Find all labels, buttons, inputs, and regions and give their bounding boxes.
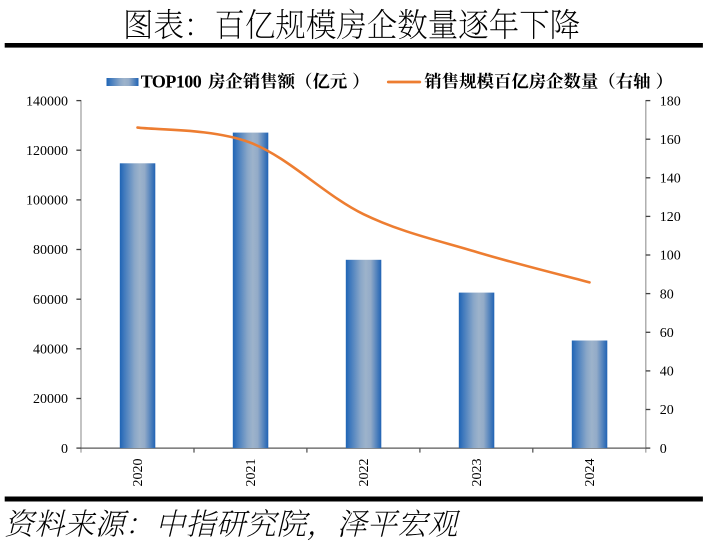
svg-text:2020: 2020 [131, 459, 146, 487]
svg-text:2024: 2024 [583, 459, 598, 487]
svg-text:60: 60 [660, 326, 674, 341]
svg-text:40000: 40000 [33, 343, 68, 358]
svg-text:0: 0 [660, 442, 667, 457]
svg-text:0: 0 [61, 442, 68, 457]
svg-text:60000: 60000 [33, 293, 68, 308]
svg-text:100000: 100000 [26, 194, 68, 209]
svg-text:2021: 2021 [244, 459, 259, 487]
svg-text:140: 140 [660, 172, 681, 187]
svg-text:80000: 80000 [33, 243, 68, 258]
svg-text:160: 160 [660, 133, 681, 148]
svg-text:2022: 2022 [357, 459, 372, 487]
svg-text:80: 80 [660, 287, 674, 302]
svg-text:180: 180 [660, 94, 681, 109]
svg-text:40: 40 [660, 365, 674, 380]
svg-text:100: 100 [660, 249, 681, 264]
svg-text:2023: 2023 [470, 459, 485, 487]
svg-text:140000: 140000 [26, 94, 68, 109]
svg-text:120: 120 [660, 210, 681, 225]
svg-text:TOP100: TOP100 [141, 71, 202, 91]
svg-text:120000: 120000 [26, 144, 68, 159]
svg-text:20000: 20000 [33, 392, 68, 407]
svg-text:20: 20 [660, 403, 674, 418]
